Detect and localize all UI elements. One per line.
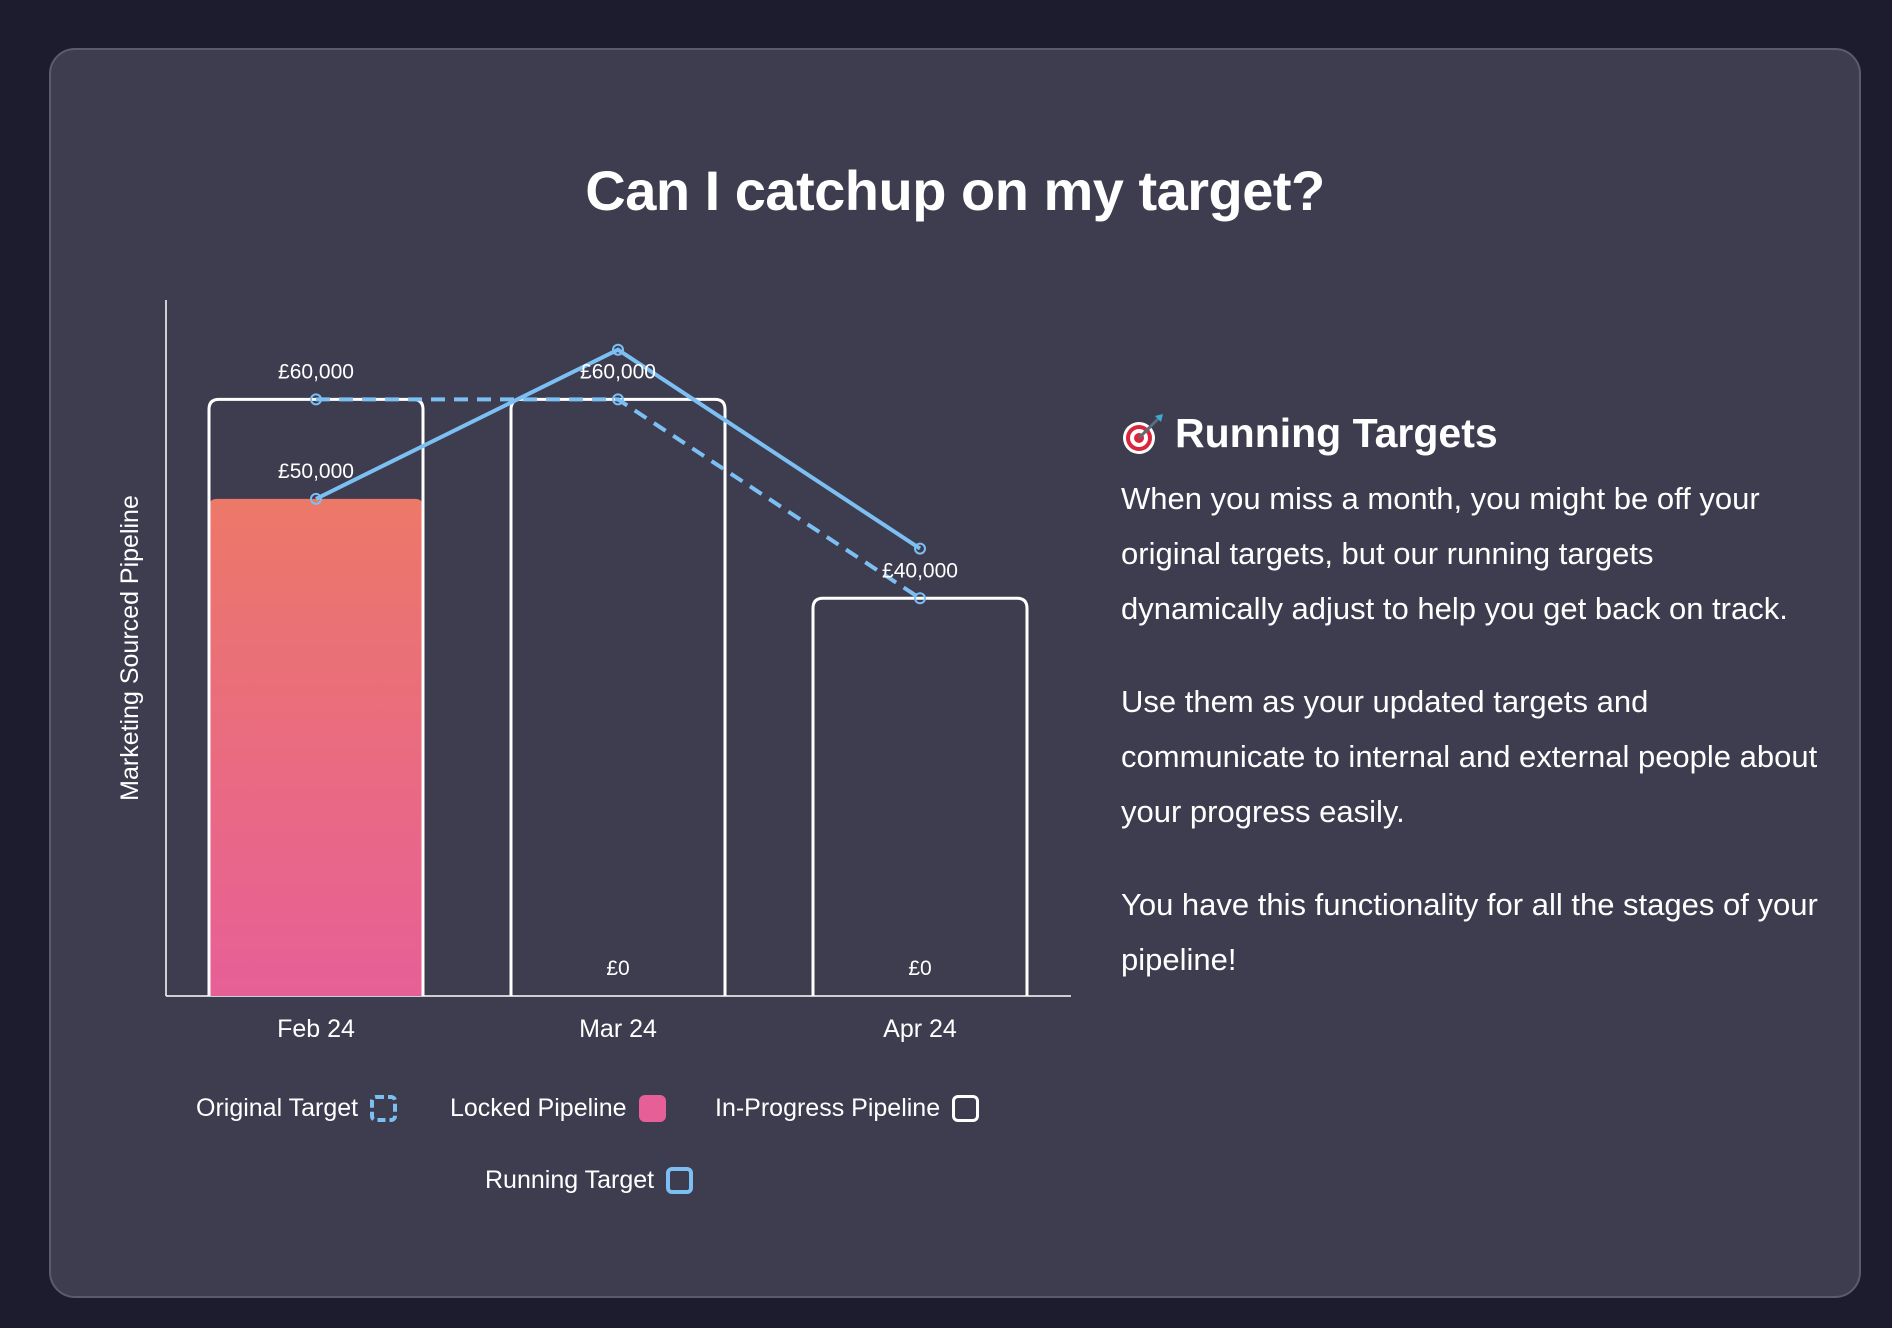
running-target-line-point (310, 492, 322, 505)
legend-original-target[interactable]: Original Target (196, 1094, 398, 1123)
legend-original-target-label: Original Target (196, 1094, 359, 1122)
original-target-label: £40,000 (882, 559, 958, 582)
info-panel: Running Targets When you miss a month, y… (1121, 410, 1821, 1025)
original-target-label: £60,000 (278, 360, 354, 383)
x-tick-label: Mar 24 (579, 1015, 657, 1043)
info-paragraph-2: Use them as your updated targets and com… (1121, 684, 1818, 829)
original-target-line-point (310, 393, 322, 406)
info-paragraph-1: When you miss a month, you might be off … (1121, 481, 1788, 626)
target-icon (1123, 413, 1163, 454)
info-paragraph-3: You have this functionality for all the … (1121, 887, 1818, 977)
in-progress-pipeline-label: £0 (908, 957, 931, 980)
running-target-line-point (914, 542, 926, 555)
original-target-line (316, 397, 922, 600)
y-axis-label: Marketing Sourced Pipeline (116, 495, 144, 801)
page-title: Can I catchup on my target? (585, 159, 1325, 222)
in-progress-pipeline-bar (811, 596, 1029, 996)
x-tick-label: Feb 24 (277, 1015, 355, 1043)
dashed-line-swatch-icon (370, 1095, 398, 1122)
legend-running-target[interactable]: Running Target (485, 1166, 694, 1195)
solid-line-swatch-icon (666, 1167, 694, 1194)
original-target-line-point (914, 592, 926, 605)
locked-pipeline-label: £50,000 (278, 460, 354, 483)
in-progress-pipeline-label: £0 (606, 957, 629, 980)
filled-swatch-icon (638, 1095, 666, 1122)
legend-locked-pipeline[interactable]: Locked Pipeline (450, 1094, 666, 1123)
outline-swatch-icon (952, 1095, 980, 1122)
legend-in-progress-pipeline[interactable]: In-Progress Pipeline (715, 1094, 980, 1123)
running-target-line (315, 347, 922, 551)
info-heading: Running Targets (1121, 410, 1821, 457)
legend-running-target-label: Running Target (485, 1166, 655, 1194)
chart-card: Can I catchup on my target? Marketing So… (49, 48, 1861, 1298)
running-target-line-point (612, 343, 624, 356)
original-target-line-point (612, 393, 624, 406)
in-progress-pipeline-bar (509, 397, 727, 996)
info-heading-text: Running Targets (1175, 410, 1498, 456)
legend-in-progress-pipeline-label: In-Progress Pipeline (715, 1094, 941, 1122)
locked-pipeline-bar (209, 498, 423, 996)
x-tick-label: Apr 24 (883, 1015, 957, 1043)
legend-locked-pipeline-label: Locked Pipeline (450, 1094, 627, 1122)
pipeline-chart: Marketing Sourced Pipeline £60,000 £60,00… (116, 300, 1071, 1043)
original-target-label: £60,000 (580, 360, 656, 383)
